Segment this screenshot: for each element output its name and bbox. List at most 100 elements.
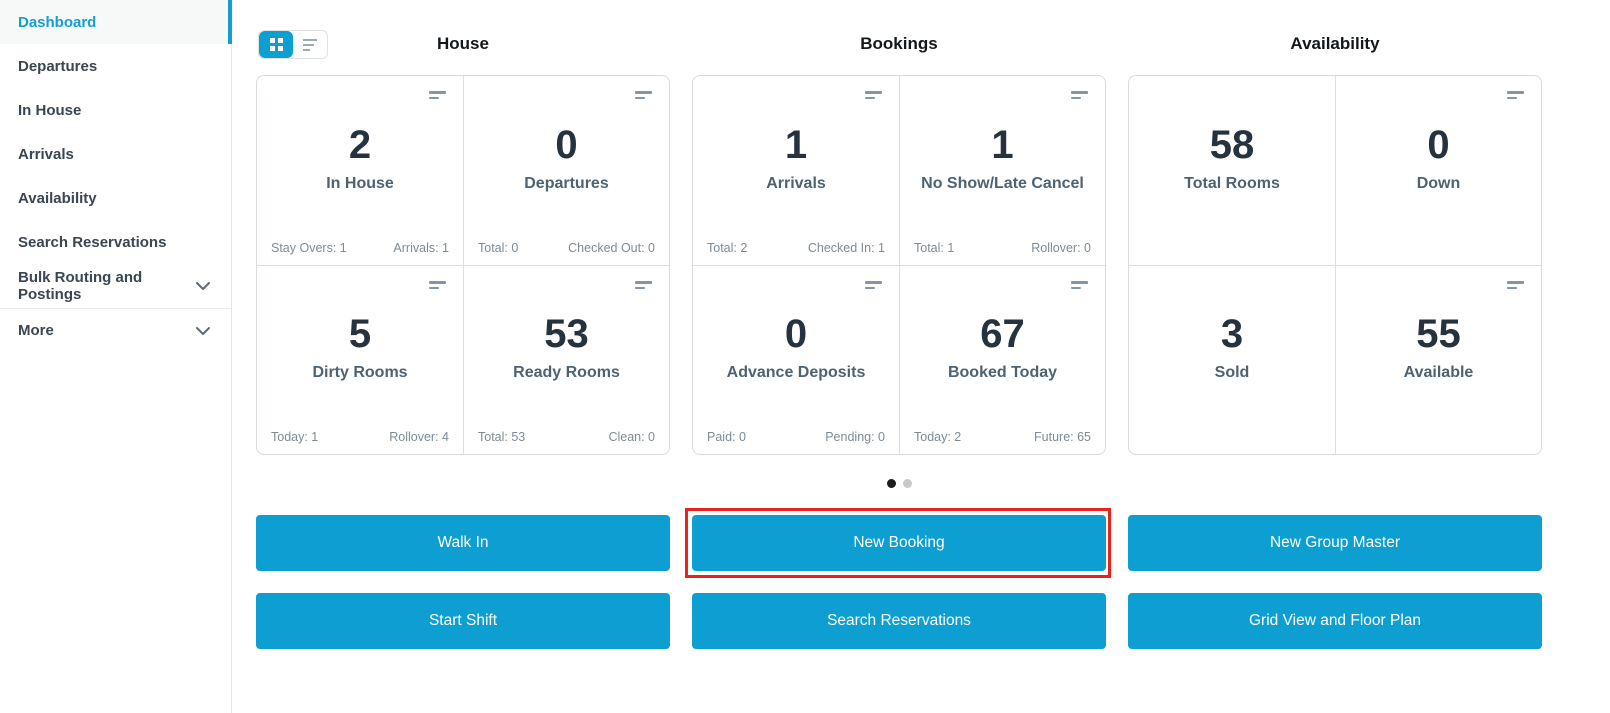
stat-value: 2 xyxy=(348,122,372,167)
stat-footer-left: Total: 53 xyxy=(478,430,526,444)
stat-label: Available xyxy=(1403,364,1474,381)
search-reservations-button[interactable]: Search Reservations xyxy=(692,593,1106,649)
stat-cell-advance-deposits: 0 Advance Deposits Paid: 0 Pending: 0 xyxy=(693,265,899,454)
section-header-row: House Bookings Availability xyxy=(256,30,1610,59)
stat-footer-right: Clean: 0 xyxy=(608,430,655,444)
stat-label: No Show/Late Cancel xyxy=(921,174,1084,192)
grid-view-icon xyxy=(269,38,283,51)
stat-label: Booked Today xyxy=(947,364,1058,381)
stat-label: Total Rooms xyxy=(1184,174,1280,192)
section-title-availability: Availability xyxy=(1290,34,1380,53)
sidebar-item-label: More xyxy=(18,322,54,339)
stat-cell-in-house: 2 In House Stay Overs: 1 Arrivals: 1 xyxy=(257,76,463,265)
bookings-card-group: 1 Arrivals Total: 2 Checked In: 1 1 No S… xyxy=(692,75,1106,455)
stat-footer-left: Total: 1 xyxy=(914,241,955,255)
section-title-bookings: Bookings xyxy=(860,34,938,53)
sidebar-item-label: Bulk Routing and Postings xyxy=(18,269,143,303)
start-shift-button[interactable]: Start Shift xyxy=(256,593,670,649)
stat-cell-departures: 0 Departures Total: 0 Checked Out: 0 xyxy=(463,76,669,265)
stat-value: 1 xyxy=(784,122,808,167)
new-group-master-button[interactable]: New Group Master xyxy=(1128,515,1542,571)
stat-card-groups: 2 In House Stay Overs: 1 Arrivals: 1 0 D… xyxy=(256,75,1610,455)
stat-value: 53 xyxy=(544,312,589,356)
list-view-icon xyxy=(303,38,317,51)
chevron-down-icon xyxy=(195,326,211,336)
stat-footer-left: Stay Overs: 1 xyxy=(271,241,347,255)
stat-value: 3 xyxy=(1220,312,1244,356)
menu-icon[interactable] xyxy=(427,279,448,291)
menu-icon[interactable] xyxy=(633,279,654,291)
sidebar-item-availability[interactable]: Availability xyxy=(0,176,231,220)
menu-icon[interactable] xyxy=(1069,279,1090,291)
stat-label: Ready Rooms xyxy=(513,364,620,381)
sidebar-item-search-reservations[interactable]: Search Reservations xyxy=(0,220,231,264)
stat-value: 58 xyxy=(1209,122,1255,167)
carousel-dot-1[interactable] xyxy=(886,479,896,488)
sidebar-item-departures[interactable]: Departures xyxy=(0,44,231,88)
stat-footer-left: Total: 2 xyxy=(707,241,748,255)
sidebar-item-label: In House xyxy=(18,101,82,119)
menu-icon[interactable] xyxy=(1505,89,1526,101)
stat-value: 55 xyxy=(1416,312,1461,356)
availability-card-group: 58 Total Rooms 0 Down 3 Sold xyxy=(1128,75,1542,455)
sidebar-item-label: Arrivals xyxy=(18,145,74,163)
stat-footer-right: Future: 65 xyxy=(1034,430,1091,444)
sidebar-item-arrivals[interactable]: Arrivals xyxy=(0,132,231,176)
sidebar-item-label: Departures xyxy=(18,57,98,75)
stat-value: 0 xyxy=(555,122,578,167)
stat-cell-arrivals: 1 Arrivals Total: 2 Checked In: 1 xyxy=(693,76,899,265)
section-title-house: House xyxy=(437,34,489,53)
stat-label: Down xyxy=(1416,174,1461,192)
stat-label: Dirty Rooms xyxy=(312,364,408,381)
stat-footer-right: Checked In: 1 xyxy=(807,241,885,255)
stat-value: 1 xyxy=(991,122,1014,167)
stat-footer-right: Arrivals: 1 xyxy=(393,241,449,255)
stat-footer-left: Total: 0 xyxy=(478,241,519,255)
grid-view-and-floor-plan-button[interactable]: Grid View and Floor Plan xyxy=(1128,593,1542,649)
stat-cell-dirty-rooms: 5 Dirty Rooms Today: 1 Rollover: 4 xyxy=(257,265,463,454)
stat-label: Advance Deposits xyxy=(726,364,866,381)
dashboard-main: House Bookings Availability 2 In House S… xyxy=(232,0,1610,713)
sidebar-item-in-house[interactable]: In House xyxy=(0,88,231,132)
menu-icon[interactable] xyxy=(1505,279,1526,291)
stat-footer-left: Today: 1 xyxy=(271,430,319,444)
stat-footer-right: Rollover: 4 xyxy=(389,430,449,444)
stat-footer-left: Paid: 0 xyxy=(707,430,746,444)
view-toggle xyxy=(258,30,328,59)
sidebar-item-label: Availability xyxy=(18,189,97,207)
menu-icon[interactable] xyxy=(863,89,884,101)
stat-label: In House xyxy=(326,174,394,192)
stat-cell-down: 0 Down xyxy=(1335,76,1541,265)
stat-value: 67 xyxy=(980,312,1025,356)
carousel-dots xyxy=(256,479,1542,488)
stat-value: 0 xyxy=(784,312,808,356)
stat-footer-right: Rollover: 0 xyxy=(1031,241,1091,255)
new-booking-button[interactable]: New Booking xyxy=(692,515,1106,571)
stat-label: Arrivals xyxy=(766,174,826,192)
stat-cell-no-show-late-cancel: 1 No Show/Late Cancel Total: 1 Rollover:… xyxy=(899,76,1105,265)
list-view-toggle[interactable] xyxy=(293,31,327,58)
stat-label: Sold xyxy=(1214,364,1250,381)
stat-footer-left: Today: 2 xyxy=(914,430,962,444)
carousel-dot-2[interactable] xyxy=(902,479,912,488)
grid-view-toggle[interactable] xyxy=(259,31,293,58)
stat-cell-booked-today: 67 Booked Today Today: 2 Future: 65 xyxy=(899,265,1105,454)
stat-footer-right: Checked Out: 0 xyxy=(568,241,655,255)
stat-cell-sold: 3 Sold xyxy=(1129,265,1335,454)
action-buttons: Walk In New Booking New Group Master Sta… xyxy=(256,508,1610,649)
chevron-down-icon xyxy=(195,281,211,291)
menu-icon[interactable] xyxy=(633,89,654,101)
stat-value: 5 xyxy=(348,312,372,356)
stat-label: Departures xyxy=(524,174,609,192)
stat-cell-available: 55 Available xyxy=(1335,265,1541,454)
walk-in-button[interactable]: Walk In xyxy=(256,515,670,571)
sidebar-item-dashboard[interactable]: Dashboard xyxy=(0,0,232,44)
stat-cell-ready-rooms: 53 Ready Rooms Total: 53 Clean: 0 xyxy=(463,265,669,454)
sidebar: Dashboard Departures In House Arrivals A… xyxy=(0,0,232,713)
sidebar-item-more[interactable]: More xyxy=(0,308,231,352)
sidebar-item-label: Dashboard xyxy=(18,13,97,31)
sidebar-item-bulk-routing-and-postings[interactable]: Bulk Routing and Postings xyxy=(0,264,231,308)
menu-icon[interactable] xyxy=(1069,89,1090,101)
menu-icon[interactable] xyxy=(427,89,448,101)
menu-icon[interactable] xyxy=(863,279,884,291)
